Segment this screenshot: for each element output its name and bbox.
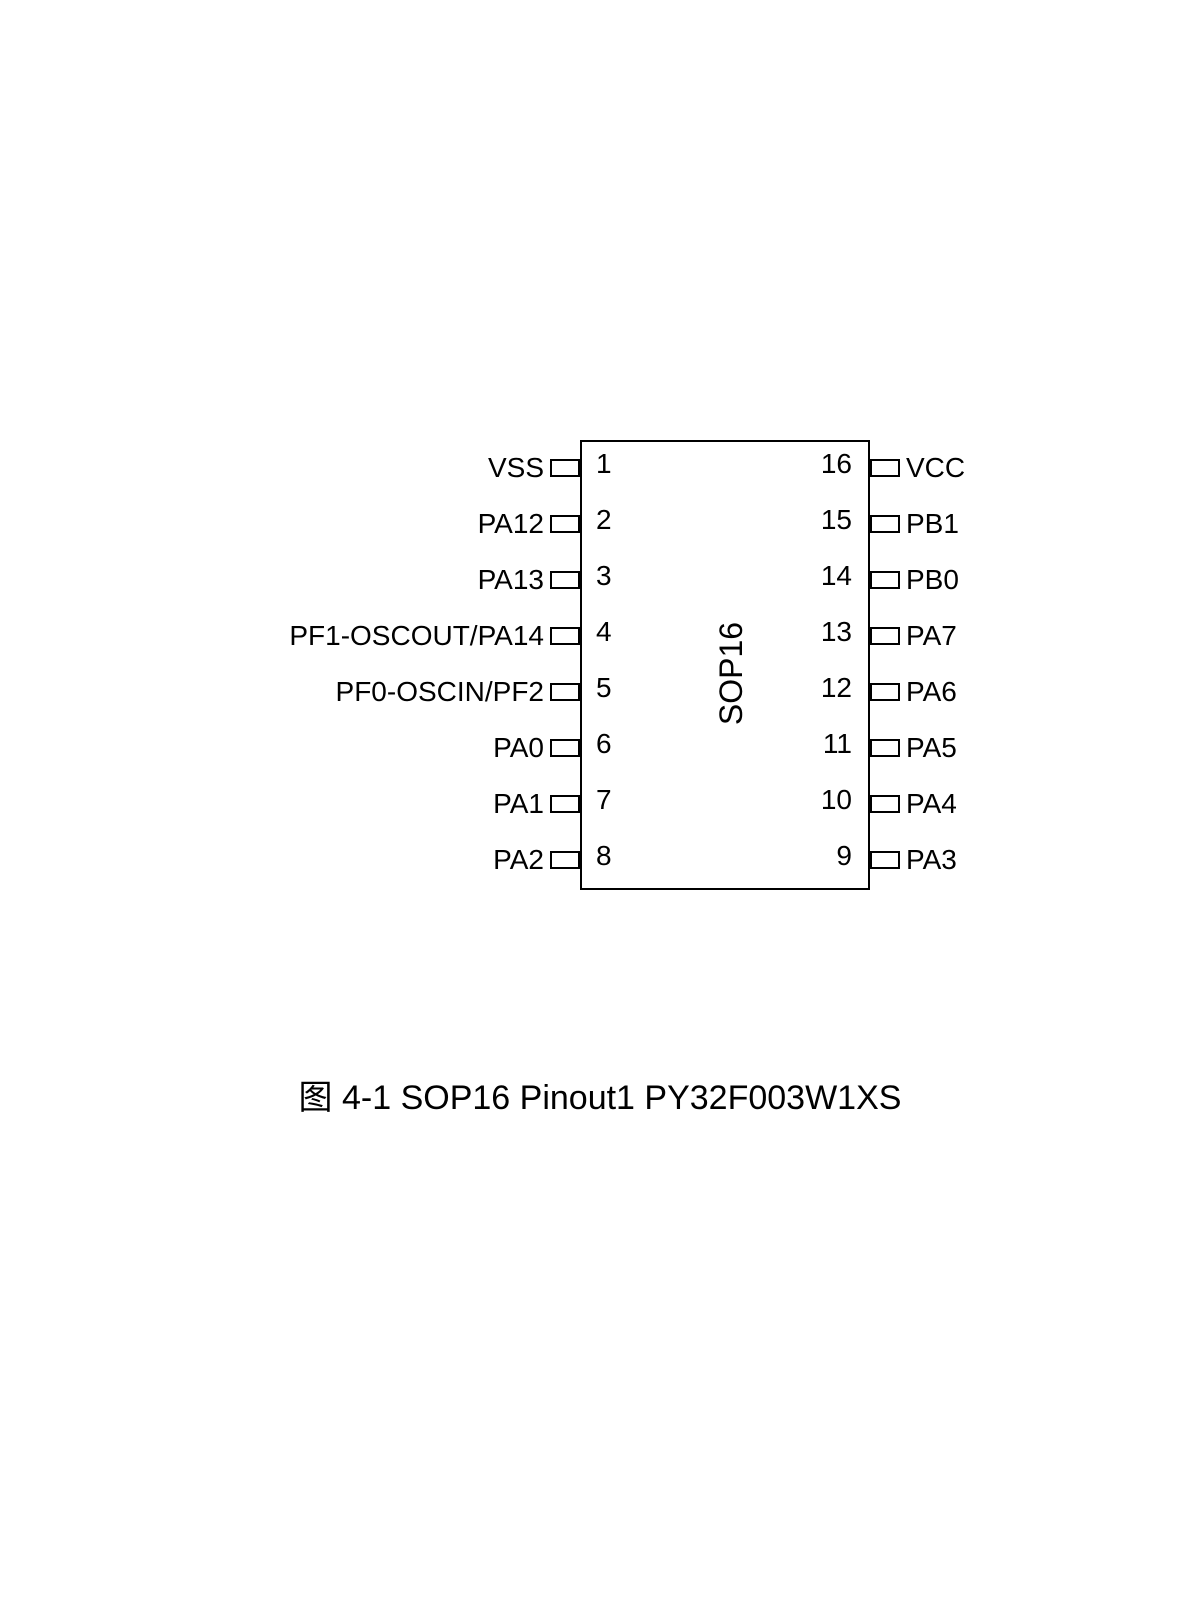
pin-number: 12: [810, 672, 866, 704]
pin-number: 16: [810, 448, 866, 480]
pin-label: PB0: [900, 564, 959, 596]
pin-stub: [550, 515, 580, 533]
pin-stub: [870, 515, 900, 533]
pin-stub: [870, 683, 900, 701]
pin-stub: [870, 795, 900, 813]
pinout-diagram: SOP16 VSS 1 PA12 2 PA13 3 PF1-OSCOUT/PA14 4 PF0-…: [140, 440, 1060, 940]
pin-label: PA7: [900, 620, 957, 652]
pin-label: PA0: [493, 732, 550, 764]
pin-row-right: PA5: [870, 732, 957, 764]
pin-number: 13: [810, 616, 866, 648]
pin-stub: [550, 571, 580, 589]
pin-label: PB1: [900, 508, 959, 540]
pin-label: PA4: [900, 788, 957, 820]
pin-row-right: PA3: [870, 844, 957, 876]
pin-label: PA6: [900, 676, 957, 708]
pin-row-right: VCC: [870, 452, 965, 484]
pin-stub: [550, 851, 580, 869]
pin-row-left: PF1-OSCOUT/PA14: [289, 620, 580, 652]
pin-stub: [870, 739, 900, 757]
pin-label: PA13: [478, 564, 550, 596]
pin-number: 1: [582, 448, 632, 480]
pin-stub: [550, 795, 580, 813]
pin-row-right: PA6: [870, 676, 957, 708]
pin-number: 3: [582, 560, 632, 592]
pin-stub: [870, 851, 900, 869]
pin-number: 15: [810, 504, 866, 536]
pin-label: PA12: [478, 508, 550, 540]
pin-number: 14: [810, 560, 866, 592]
pin-label: VSS: [488, 452, 550, 484]
pin-row-right: PA4: [870, 788, 957, 820]
pin-stub: [550, 683, 580, 701]
pin-label: VCC: [900, 452, 965, 484]
pin-label: PF1-OSCOUT/PA14: [289, 620, 550, 652]
pin-row-left: PA13: [478, 564, 580, 596]
pin-number: 5: [582, 672, 632, 704]
pin-stub: [550, 739, 580, 757]
pin-number: 2: [582, 504, 632, 536]
pin-row-left: PA12: [478, 508, 580, 540]
pin-stub: [870, 459, 900, 477]
pin-row-left: PA2: [493, 844, 580, 876]
pin-number: 4: [582, 616, 632, 648]
pin-label: PA3: [900, 844, 957, 876]
pin-stub: [550, 627, 580, 645]
pin-label: PA1: [493, 788, 550, 820]
figure-caption: 图 4-1 SOP16 Pinout1 PY32F003W1XS: [0, 1070, 1200, 1119]
pin-row-left: PA1: [493, 788, 580, 820]
chip-package-label: SOP16: [713, 622, 750, 725]
pin-number: 8: [582, 840, 632, 872]
pin-label: PF0-OSCIN/PF2: [336, 676, 550, 708]
pin-number: 6: [582, 728, 632, 760]
pin-stub: [550, 459, 580, 477]
pin-row-left: VSS: [488, 452, 580, 484]
pin-row-right: PB1: [870, 508, 959, 540]
pin-number: 9: [810, 840, 866, 872]
pin-row-left: PA0: [493, 732, 580, 764]
pin-stub: [870, 571, 900, 589]
pin-stub: [870, 627, 900, 645]
pin-row-left: PF0-OSCIN/PF2: [336, 676, 580, 708]
pin-number: 7: [582, 784, 632, 816]
pin-row-right: PA7: [870, 620, 957, 652]
pin-number: 11: [810, 728, 866, 760]
pin-number: 10: [810, 784, 866, 816]
pin-row-right: PB0: [870, 564, 959, 596]
pin-label: PA5: [900, 732, 957, 764]
pin-label: PA2: [493, 844, 550, 876]
